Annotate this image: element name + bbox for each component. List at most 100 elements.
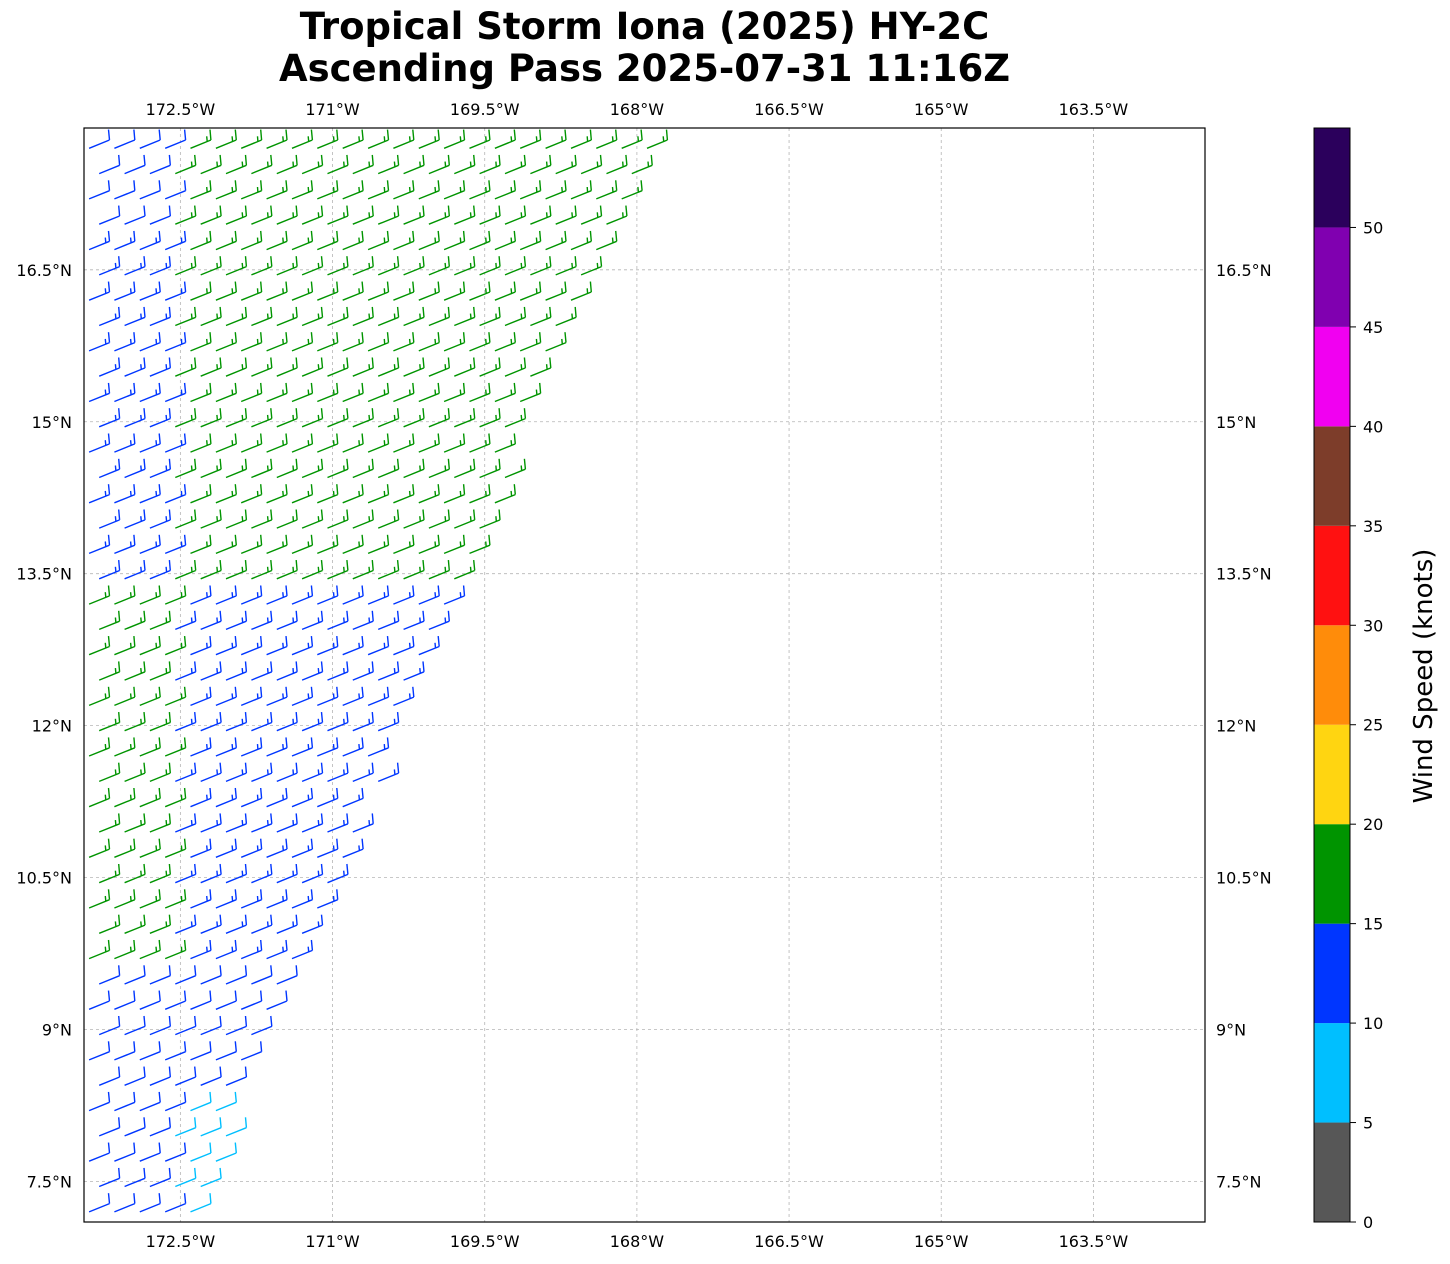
wind-barb [88, 230, 111, 251]
wind-barb [393, 281, 415, 301]
wind-barb [200, 914, 222, 934]
wind-barb [175, 1117, 197, 1137]
wind-barb [494, 332, 516, 352]
wind-barb [479, 256, 501, 276]
wind-barb [215, 534, 237, 555]
wind-barb [225, 408, 248, 428]
wind-barb [139, 433, 161, 453]
wind-barb [352, 712, 374, 732]
wind-barb [352, 154, 374, 175]
wind-barb [175, 408, 197, 428]
wind-barb [215, 230, 237, 251]
wind-barb [88, 1142, 111, 1162]
wind-barb [418, 433, 440, 453]
wind-barb [225, 965, 248, 985]
wind-barb [88, 787, 111, 808]
wind-barb [327, 712, 349, 732]
wind-barb [555, 205, 577, 225]
wind-barb [124, 357, 146, 377]
wind-barb [114, 332, 136, 352]
wind-barb [215, 1091, 237, 1112]
wind-barb [225, 914, 248, 934]
wind-barb [240, 686, 263, 707]
wind-barb [164, 636, 187, 656]
wind-barb [139, 1041, 161, 1061]
lon-tick-label-bottom: 163.5°W [1059, 1232, 1129, 1251]
wind-barb [190, 1041, 212, 1061]
wind-barb [454, 306, 476, 327]
wind-barb [98, 205, 121, 225]
wind-barb [139, 787, 161, 808]
wind-barb [454, 205, 476, 225]
wind-barb [124, 458, 146, 479]
wind-barb [327, 509, 349, 529]
wind-barb [175, 357, 197, 377]
wind-barb [276, 914, 298, 934]
wind-barb [276, 154, 298, 175]
wind-barb [88, 585, 111, 605]
wind-barb [479, 408, 501, 428]
wind-barb [175, 560, 197, 580]
wind-barb [215, 180, 237, 200]
wind-barb [215, 939, 237, 960]
wind-barb [276, 408, 298, 428]
wind-barb [114, 1193, 136, 1213]
lon-tick-label-bottom: 166.5°W [754, 1232, 824, 1251]
wind-barb [139, 939, 161, 960]
wind-barb [342, 686, 364, 707]
wind-barb [190, 484, 212, 504]
wind-barb [175, 205, 197, 225]
wind-barb [479, 458, 501, 479]
wind-barb [342, 281, 364, 301]
colorbar-tick-label: 50 [1363, 218, 1383, 237]
wind-barb [504, 154, 527, 175]
wind-barb [519, 382, 542, 403]
wind-barb [114, 129, 136, 149]
wind-barb [139, 889, 161, 909]
wind-barb [367, 281, 390, 301]
wind-barb [276, 610, 298, 631]
wind-barb [190, 129, 212, 149]
wind-barb [114, 1142, 136, 1162]
wind-barb [164, 939, 187, 960]
wind-barb [301, 762, 324, 783]
wind-barb [164, 281, 187, 301]
wind-barb [88, 129, 111, 149]
wind-barb [215, 686, 237, 707]
wind-barbs [88, 129, 669, 1213]
wind-barb [454, 154, 476, 175]
colorbar-frame [1313, 127, 1351, 1223]
wind-barb [428, 610, 450, 631]
wind-barb [469, 129, 491, 149]
wind-barb [200, 256, 222, 276]
wind-barb [352, 509, 374, 529]
wind-barb [98, 256, 121, 276]
wind-barb [164, 737, 187, 757]
wind-barb [98, 1167, 121, 1188]
wind-barb [494, 433, 516, 453]
wind-barb [494, 281, 516, 301]
wind-barb [164, 1193, 187, 1213]
wind-barb [266, 686, 288, 707]
wind-barb [301, 610, 324, 631]
wind-barb [418, 484, 440, 504]
wind-barb [479, 205, 501, 225]
wind-barb [251, 408, 273, 428]
wind-barb [240, 382, 263, 403]
wind-barb [342, 636, 364, 656]
colorbar-label: Wind Speed (knots) [1409, 549, 1439, 804]
wind-barb [291, 737, 314, 757]
colorbar-bin [1314, 227, 1350, 327]
wind-barb [352, 458, 374, 479]
gridlines [84, 128, 1205, 1222]
wind-barb [276, 965, 298, 985]
wind-barb [225, 762, 248, 783]
wind-barb [291, 585, 314, 605]
wind-barb [317, 281, 339, 301]
wind-barb [317, 686, 339, 707]
lat-tick-label-left: 16.5°N [16, 261, 72, 280]
wind-barb [428, 458, 450, 479]
wind-barb [352, 256, 374, 276]
wind-barb [504, 256, 527, 276]
